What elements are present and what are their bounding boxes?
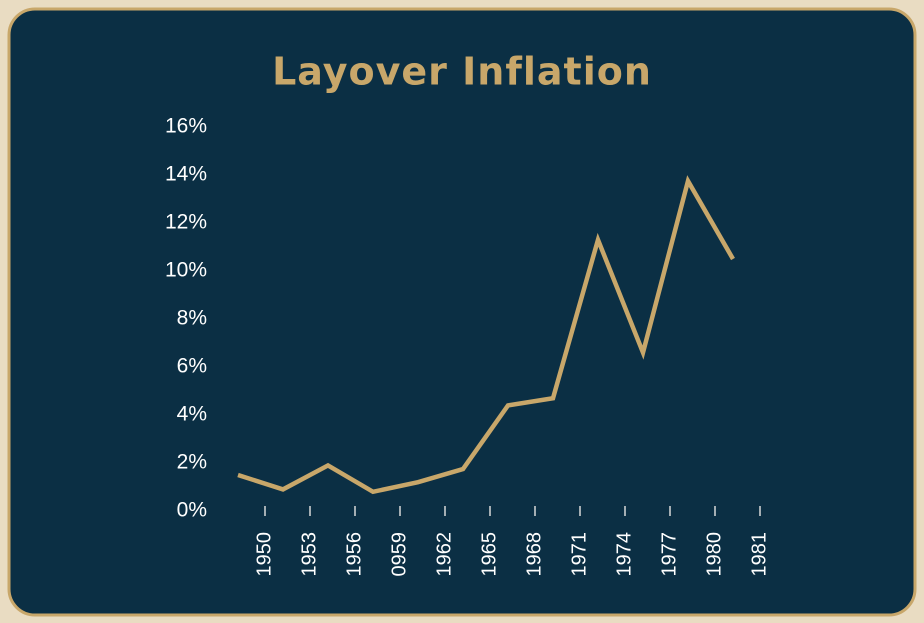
x-tick-label: 1962 xyxy=(433,532,455,577)
panel xyxy=(7,7,917,617)
x-tick-label: 1974 xyxy=(613,532,635,577)
x-tick-label: 1950 xyxy=(253,532,275,577)
x-tick-label: 1980 xyxy=(703,532,725,577)
line xyxy=(237,175,735,495)
x-tick-label: 1977 xyxy=(658,532,680,577)
y-tick-label: 8% xyxy=(177,307,207,330)
y-tick-label: 0% xyxy=(177,499,207,522)
y-tick-label: 10% xyxy=(165,259,207,282)
chart-title: Layover Inflation xyxy=(272,50,652,94)
x-tick-label: 1981 xyxy=(748,532,770,577)
y-tick-label: 14% xyxy=(165,163,207,186)
y-tick-label: 6% xyxy=(177,355,207,378)
y-tick-label: 16% xyxy=(165,115,207,138)
x-tick-label: 1965 xyxy=(478,532,500,577)
y-tick-label: 4% xyxy=(177,403,207,426)
x-tick-label: 1953 xyxy=(298,532,320,577)
x-tick-label: 1956 xyxy=(343,532,365,577)
x-tick-label: 0959 xyxy=(388,532,410,577)
y-tick-label: 2% xyxy=(177,451,207,474)
y-tick-label: 12% xyxy=(165,211,207,234)
x-tick-label: 1971 xyxy=(568,532,590,577)
x-tick-label: 1968 xyxy=(523,532,545,577)
